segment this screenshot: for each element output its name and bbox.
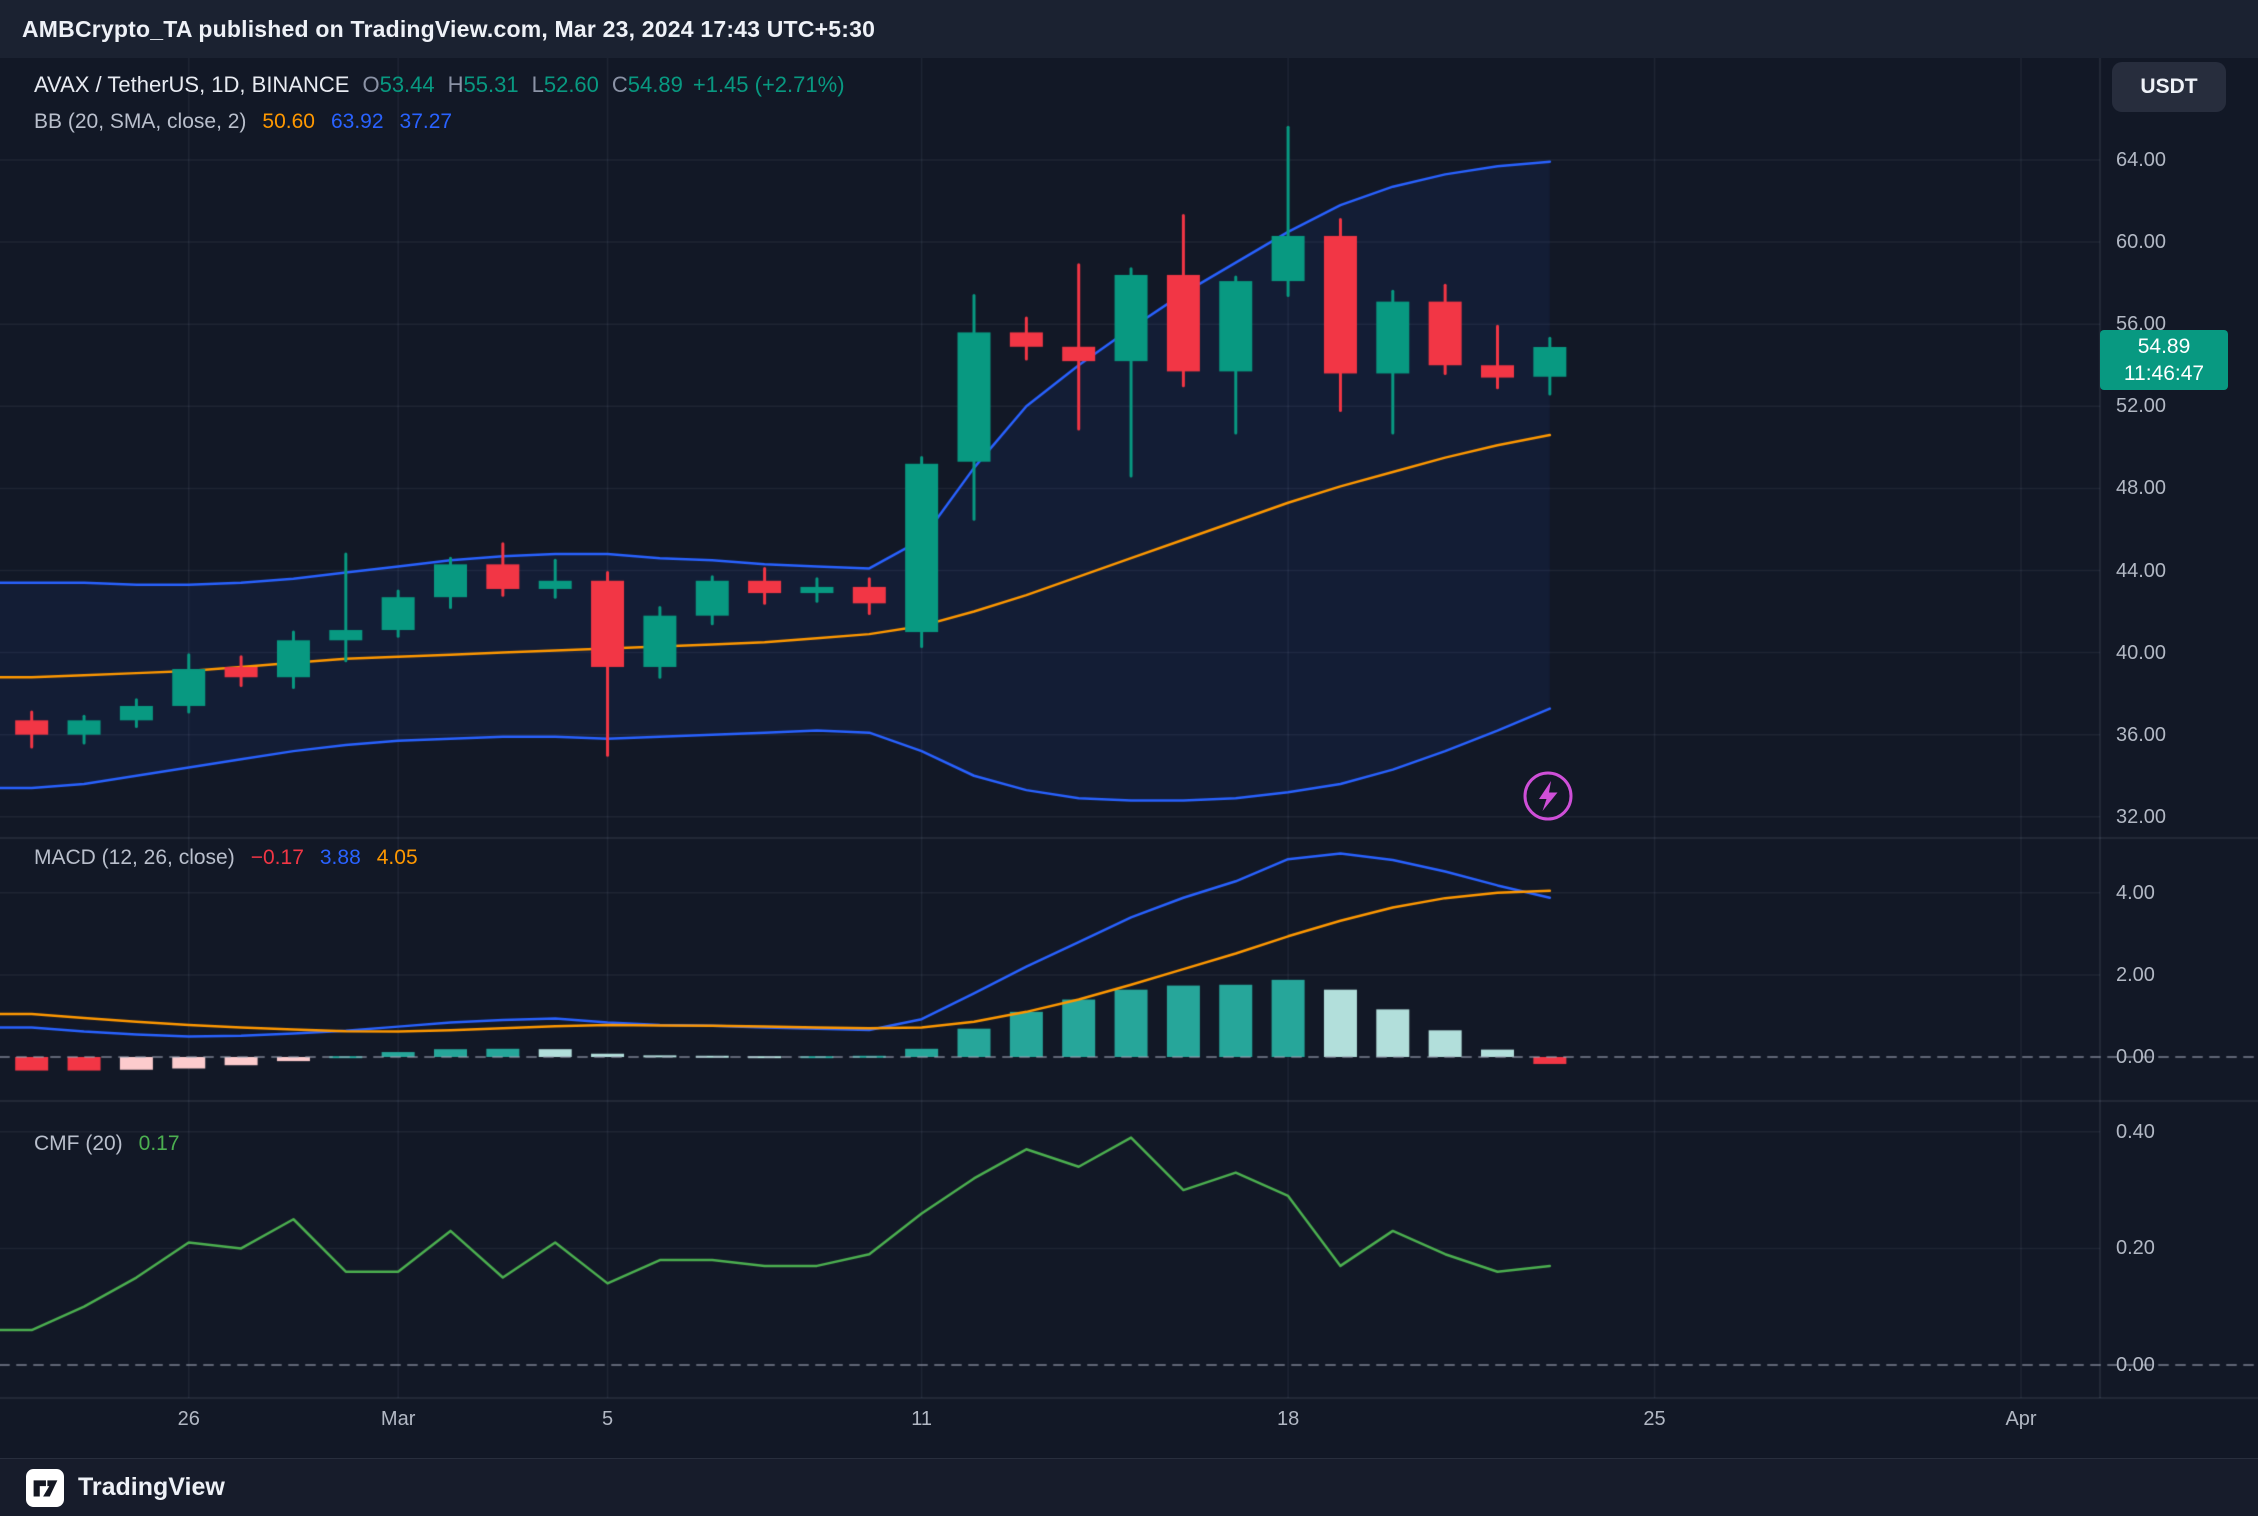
- time-axis-label: Apr: [2005, 1408, 2037, 1430]
- logo-glyph-seven: [43, 1479, 58, 1497]
- low-label: L: [531, 72, 544, 97]
- time-scale[interactable]: [0, 1398, 2100, 1458]
- time-axis-label: 26: [177, 1408, 200, 1430]
- tradingview-logo[interactable]: [26, 1468, 64, 1507]
- macd-line-value: 3.88: [319, 846, 361, 869]
- currency-toggle-button[interactable]: USDT: [2112, 62, 2226, 112]
- price-tick-label: 44.00: [2116, 559, 2167, 582]
- macd-label: MACD (12, 26, close): [34, 846, 235, 869]
- flash-circle: [1523, 771, 1573, 821]
- macd-tick-label: 2.00: [2116, 963, 2155, 986]
- last-price-badge: 54.89 11:46:47: [2100, 329, 2228, 390]
- time-axis-label: Mar: [380, 1408, 416, 1430]
- change-value: +1.45 (+2.71%): [692, 72, 845, 97]
- time-axis-label: 11: [911, 1408, 933, 1430]
- cmf-value: 0.17: [138, 1132, 180, 1155]
- footer-bar: TradingView: [0, 1458, 2258, 1516]
- close-label: C: [611, 72, 628, 97]
- bar-countdown: 11:46:47: [2123, 361, 2205, 385]
- bb-basis-value: 50.60: [262, 110, 315, 133]
- price-tick-label: 56.00: [2116, 313, 2167, 336]
- price-tick-label: 40.00: [2116, 641, 2167, 664]
- cmf-tick-label: 0.00: [2116, 1354, 2155, 1376]
- macd-signal-value: 4.05: [376, 846, 418, 869]
- open-label: O: [362, 72, 380, 97]
- publish-title: AMBCrypto_TA published on TradingView.co…: [22, 15, 876, 42]
- cmf-tick-label: 0.40: [2116, 1120, 2155, 1143]
- bb-label: BB (20, SMA, close, 2): [34, 110, 247, 133]
- price-tick-label: 52.00: [2116, 395, 2167, 418]
- flash-boost-icon[interactable]: [1520, 768, 1576, 824]
- macd-legend-row: MACD (12, 26, close) −0.17 3.88 4.05: [34, 846, 418, 870]
- price-tick-label: 60.00: [2116, 231, 2167, 254]
- time-axis-label: 25: [1643, 1408, 1666, 1430]
- time-axis-label: 5: [601, 1408, 614, 1430]
- close-value: 54.89: [627, 72, 683, 97]
- lightning-bolt-icon: [1539, 781, 1558, 811]
- macd-hist-value: −0.17: [250, 846, 304, 869]
- price-tick-label: 64.00: [2116, 149, 2167, 171]
- price-tick-label: 32.00: [2116, 805, 2167, 828]
- last-price-value: 54.89: [2137, 334, 2191, 358]
- price-tick-label: 48.00: [2116, 477, 2167, 500]
- low-value: 52.60: [543, 72, 599, 97]
- high-label: H: [447, 72, 464, 97]
- logo-tile: [26, 1468, 64, 1507]
- symbol-legend-row: AVAX / TetherUS, 1D, BINANCE O53.44 H55.31…: [34, 72, 845, 98]
- price-tick-label: 36.00: [2116, 723, 2167, 746]
- cmf-label: CMF (20): [34, 1132, 123, 1155]
- symbol-legend: AVAX / TetherUS, 1D, BINANCE O53.44 H55.31…: [34, 72, 845, 134]
- high-value: 55.31: [463, 72, 519, 97]
- brand-name[interactable]: TradingView: [78, 1473, 225, 1501]
- bb-legend-row: BB (20, SMA, close, 2) 50.60 63.92 37.27: [34, 110, 845, 134]
- symbol-title: AVAX / TetherUS, 1D, BINANCE: [34, 72, 350, 97]
- macd-tick-label: 0.00: [2116, 1046, 2155, 1068]
- open-value: 53.44: [379, 72, 435, 97]
- bb-upper-value: 63.92: [330, 110, 384, 133]
- publish-header: AMBCrypto_TA published on TradingView.co…: [0, 0, 2258, 58]
- cmf-tick-label: 0.20: [2116, 1237, 2155, 1260]
- bb-lower-value: 37.27: [399, 110, 453, 133]
- macd-tick-label: 4.00: [2116, 881, 2155, 904]
- time-axis-label: 18: [1276, 1408, 1300, 1430]
- cmf-legend-row: CMF (20) 0.17: [34, 1132, 180, 1156]
